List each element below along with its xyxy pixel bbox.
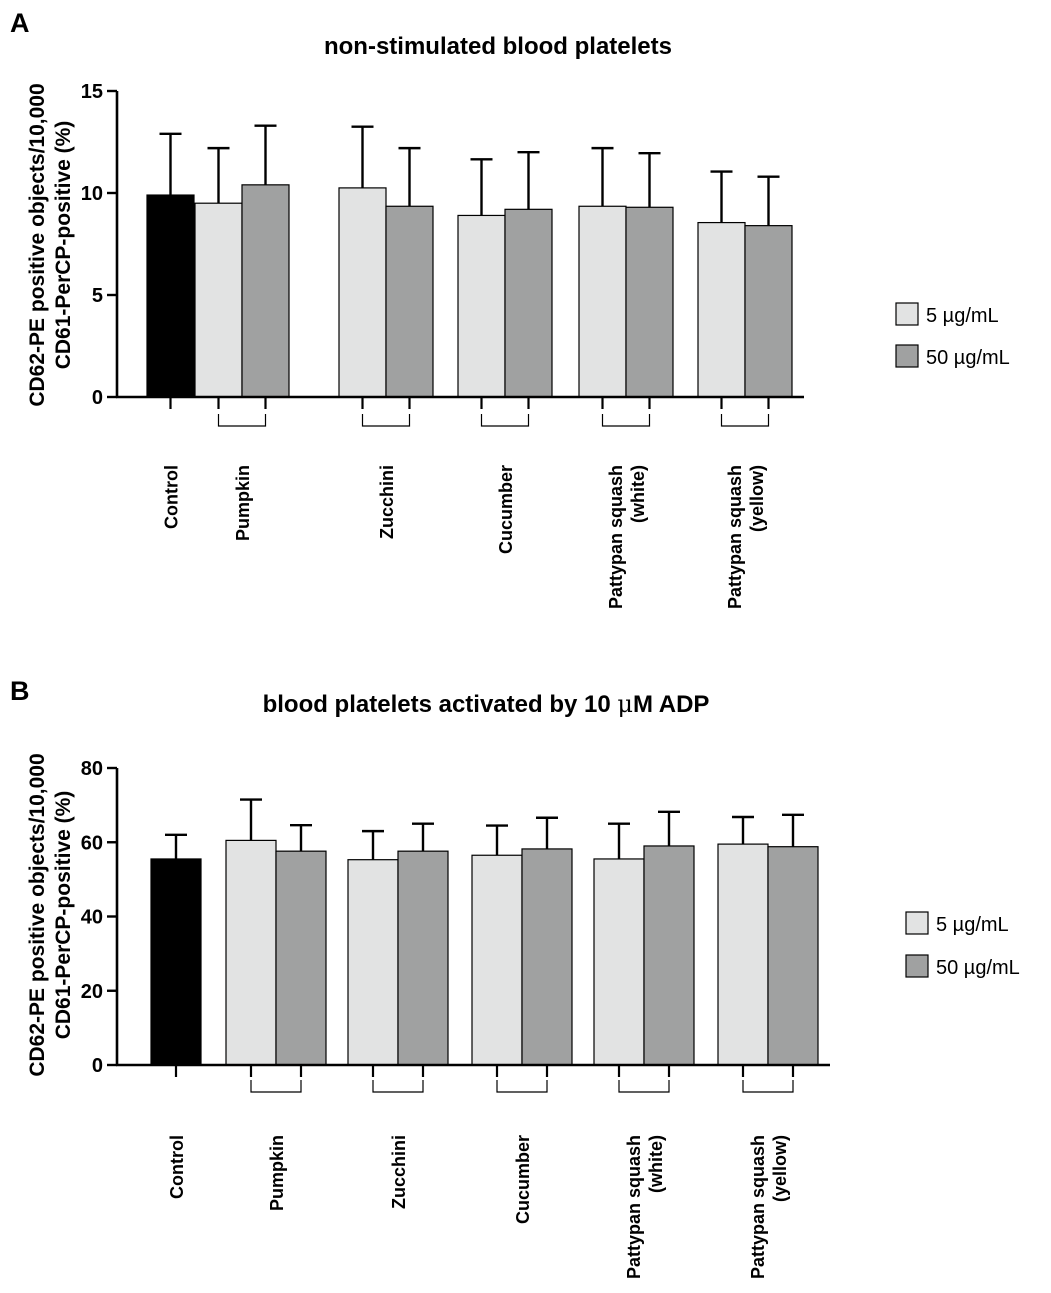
y-tick-label: 40: [81, 907, 103, 929]
y-tick-label: 0: [92, 1055, 103, 1077]
category-label-pattypan-squash-white: (white): [646, 1135, 666, 1193]
bar-pattypan-squash-white-50-g-ml: [626, 207, 673, 397]
y-tick-label: 15: [81, 81, 103, 103]
chart-title: blood platelets activated by 10 μM ADP: [263, 690, 710, 718]
bar-pumpkin-5-g-ml: [195, 203, 242, 397]
y-axis-label-line2: CD61-PerCP-positive (%): [52, 791, 75, 1040]
category-label-pattypan-squash-yellow: (yellow): [747, 465, 767, 532]
bar-pattypan-squash-yellow-50-g-ml: [745, 226, 792, 397]
group-bracket-cucumber: [497, 1080, 547, 1092]
y-axis-label-line2: CD61-PerCP-positive (%): [52, 121, 75, 370]
legend: 5 µg/mL 50 µg/mL: [896, 303, 1010, 369]
bar-cucumber-5-g-ml: [472, 855, 522, 1065]
bar-pumpkin-50-g-ml: [242, 185, 289, 397]
category-label-pattypan-squash-yellow: (yellow): [770, 1135, 790, 1202]
group-bracket-pumpkin: [251, 1080, 301, 1092]
category-label-pattypan-squash-white: (white): [628, 465, 648, 523]
plot-area: Pumpkin Zucchini Cucumber Pattypan squash (w…: [81, 81, 804, 609]
panel-b: B blood platelets activated by 10 μM ADP…: [10, 676, 1020, 1279]
category-label-zucchini: Zucchini: [377, 465, 397, 539]
category-label-control: Control: [167, 1135, 187, 1199]
legend-label-50: 50 µg/mL: [926, 347, 1010, 369]
group-bracket-pattypan-squash-white: [619, 1080, 669, 1092]
group-bracket-pumpkin: [219, 414, 266, 426]
group-bracket-cucumber: [482, 414, 529, 426]
category-label-pattypan-squash-white: Pattypan squash: [624, 1135, 644, 1279]
bar-zucchini-50-g-ml: [398, 851, 448, 1065]
bar-control: [147, 195, 194, 397]
y-tick-label: 10: [81, 183, 103, 205]
legend: 5 µg/mL 50 µg/mL: [906, 912, 1020, 979]
bar-cucumber-5-g-ml: [458, 215, 505, 397]
legend-swatch-5: [896, 303, 918, 325]
group-bracket-pattypan-squash-white: [603, 414, 650, 426]
bar-control: [151, 859, 201, 1065]
legend-swatch-50: [906, 955, 928, 977]
group-bracket-pattypan-squash-yellow: [722, 414, 769, 426]
bar-pumpkin-5-g-ml: [226, 840, 276, 1065]
plot-area: Pumpkin Zucchini Cucumber Pattypan squash (w…: [81, 758, 830, 1279]
bar-cucumber-50-g-ml: [505, 209, 552, 397]
legend-label-5: 5 µg/mL: [926, 305, 999, 327]
chart-title: non-stimulated blood platelets: [324, 33, 672, 60]
group-bracket-zucchini: [373, 1080, 423, 1092]
y-tick-label: 20: [81, 981, 103, 1003]
group-bracket-pattypan-squash-yellow: [743, 1080, 793, 1092]
bar-pattypan-squash-yellow-50-g-ml: [768, 847, 818, 1065]
y-tick-label: 0: [92, 387, 103, 409]
category-label-cucumber: Cucumber: [496, 465, 516, 554]
y-tick-label: 60: [81, 832, 103, 854]
y-axis-label-line1: CD62-PE positive objects/10,000: [26, 753, 49, 1076]
category-label-pattypan-squash-yellow: Pattypan squash: [748, 1135, 768, 1279]
bar-pattypan-squash-white-5-g-ml: [579, 206, 626, 397]
group-bracket-zucchini: [363, 414, 410, 426]
panel-label: B: [10, 676, 30, 706]
category-label-pattypan-squash-yellow: Pattypan squash: [725, 465, 745, 609]
category-label-pattypan-squash-white: Pattypan squash: [606, 465, 626, 609]
bar-cucumber-50-g-ml: [522, 849, 572, 1065]
bar-pattypan-squash-white-50-g-ml: [644, 846, 694, 1065]
y-tick-label: 80: [81, 758, 103, 780]
bar-pattypan-squash-yellow-5-g-ml: [718, 844, 768, 1065]
bar-zucchini-5-g-ml: [339, 188, 386, 397]
legend-swatch-50: [896, 345, 918, 367]
category-label-control: Control: [162, 465, 182, 529]
bar-pumpkin-50-g-ml: [276, 851, 326, 1065]
bar-zucchini-5-g-ml: [348, 860, 398, 1065]
legend-swatch-5: [906, 912, 928, 934]
category-label-pumpkin: Pumpkin: [267, 1135, 287, 1211]
category-label-zucchini: Zucchini: [389, 1135, 409, 1209]
y-axis-label-line1: CD62-PE positive objects/10,000: [26, 83, 49, 406]
bar-zucchini-50-g-ml: [386, 206, 433, 397]
panel-a: A non-stimulated blood platelets CD62-PE…: [10, 8, 1010, 609]
legend-label-50: 50 µg/mL: [936, 957, 1020, 979]
bar-pattypan-squash-yellow-5-g-ml: [698, 223, 745, 397]
bar-pattypan-squash-white-5-g-ml: [594, 859, 644, 1065]
y-tick-label: 5: [92, 285, 103, 307]
category-label-cucumber: Cucumber: [513, 1135, 533, 1224]
legend-label-5: 5 µg/mL: [936, 914, 1009, 936]
panel-label: A: [10, 8, 30, 38]
category-label-pumpkin: Pumpkin: [233, 465, 253, 541]
